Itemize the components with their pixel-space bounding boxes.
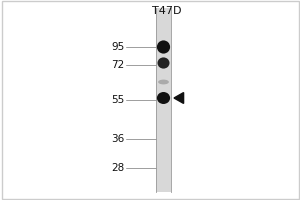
Text: T47D: T47D [152, 6, 181, 16]
Text: 36: 36 [111, 134, 124, 144]
Bar [156, 8, 171, 192]
Ellipse shape [158, 80, 169, 84]
Polygon shape [174, 93, 184, 103]
Text: 95: 95 [111, 42, 124, 52]
Text: 28: 28 [111, 163, 124, 173]
Ellipse shape [158, 57, 169, 69]
Ellipse shape [157, 92, 170, 104]
Text: 55: 55 [111, 95, 124, 105]
Text: 72: 72 [111, 60, 124, 70]
Ellipse shape [157, 40, 170, 54]
